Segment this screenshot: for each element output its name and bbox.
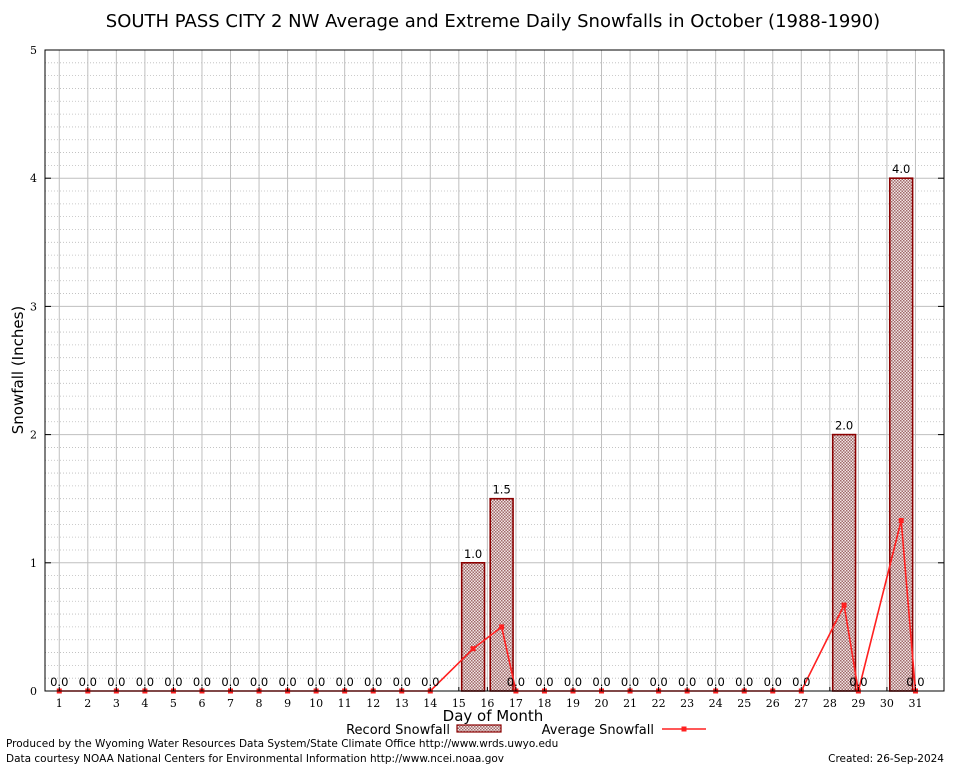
x-tick-label: 9 bbox=[284, 697, 291, 710]
x-tick-label: 7 bbox=[227, 697, 234, 710]
x-tick-label: 11 bbox=[338, 697, 352, 710]
x-tick-label: 18 bbox=[537, 697, 551, 710]
x-tick-label: 28 bbox=[823, 697, 837, 710]
record-value-label: 0.0 bbox=[250, 675, 268, 689]
y-tick-label: 4 bbox=[30, 172, 37, 185]
legend: Record Snowfall Average Snowfall bbox=[346, 723, 706, 738]
record-value-label: 0.0 bbox=[193, 675, 211, 689]
legend-record-label: Record Snowfall bbox=[346, 723, 450, 738]
x-tick-label: 2 bbox=[84, 697, 91, 710]
x-tick-label: 17 bbox=[509, 697, 523, 710]
x-tick-label: 12 bbox=[366, 697, 380, 710]
x-tick-label: 6 bbox=[198, 697, 205, 710]
x-tick-label: 31 bbox=[908, 697, 922, 710]
footer-produced-by: Produced by the Wyoming Water Resources … bbox=[6, 738, 558, 750]
y-axis-label: Snowfall (Inches) bbox=[9, 306, 27, 434]
x-tick-label: 1 bbox=[56, 697, 63, 710]
x-axis-label: Day of Month bbox=[443, 707, 544, 725]
y-tick-label: 5 bbox=[30, 44, 37, 57]
x-tick-label: 14 bbox=[423, 697, 437, 710]
record-value-label: 0.0 bbox=[592, 675, 610, 689]
x-tick-label: 30 bbox=[880, 697, 894, 710]
record-value-label: 0.0 bbox=[906, 675, 924, 689]
record-value-label: 0.0 bbox=[621, 675, 639, 689]
x-tick-label: 29 bbox=[851, 697, 865, 710]
record-value-label: 0.0 bbox=[678, 675, 696, 689]
average-point bbox=[470, 646, 476, 652]
x-tick-label: 5 bbox=[170, 697, 177, 710]
record-value-label: 1.5 bbox=[492, 483, 510, 497]
x-tick-label: 26 bbox=[766, 697, 780, 710]
record-value-label: 0.0 bbox=[278, 675, 296, 689]
record-value-label: 0.0 bbox=[307, 675, 325, 689]
record-value-label: 0.0 bbox=[164, 675, 182, 689]
x-tick-label: 20 bbox=[595, 697, 609, 710]
bars bbox=[460, 177, 914, 692]
record-value-label: 0.0 bbox=[221, 675, 239, 689]
x-tick-label: 10 bbox=[309, 697, 323, 710]
x-tick-label: 25 bbox=[737, 697, 751, 710]
record-value-label: 0.0 bbox=[849, 675, 867, 689]
x-tick-label: 24 bbox=[709, 697, 723, 710]
record-value-label: 0.0 bbox=[764, 675, 782, 689]
record-value-label: 0.0 bbox=[792, 675, 810, 689]
footer-created: Created: 26-Sep-2024 bbox=[828, 753, 944, 765]
average-point bbox=[898, 517, 904, 523]
x-tick-label: 19 bbox=[566, 697, 580, 710]
x-tick-label: 3 bbox=[113, 697, 120, 710]
record-value-label: 1.0 bbox=[464, 547, 482, 561]
record-value-label: 0.0 bbox=[393, 675, 411, 689]
average-point bbox=[841, 602, 847, 608]
x-tick-label: 21 bbox=[623, 697, 637, 710]
record-value-label: 0.0 bbox=[50, 675, 68, 689]
legend-average-marker bbox=[681, 726, 687, 732]
record-value-label: 0.0 bbox=[136, 675, 154, 689]
y-tick-label: 0 bbox=[30, 685, 37, 698]
record-value-label: 0.0 bbox=[421, 675, 439, 689]
average-point bbox=[499, 624, 505, 630]
y-tick-label: 2 bbox=[30, 429, 37, 442]
x-tick-label: 16 bbox=[480, 697, 494, 710]
record-value-label: 4.0 bbox=[892, 162, 910, 176]
data-labels: 0.0 0.0 0.0 0.0 0.0 0.0 0.0 0.0 0.0 0.0 0.0 0.0 0.0 0… bbox=[50, 162, 924, 689]
x-tick-label: 22 bbox=[652, 697, 666, 710]
x-tick-label: 8 bbox=[256, 697, 263, 710]
record-value-label: 0.0 bbox=[79, 675, 97, 689]
legend-record-swatch bbox=[456, 724, 502, 733]
x-axis-ticks: 1 2 3 4 5 6 7 8 9 10 11 12 13 14 15 16 17 18 19 20 21 22 23 24 2… bbox=[56, 687, 922, 710]
record-value-label: 0.0 bbox=[507, 675, 525, 689]
record-value-label: 0.0 bbox=[649, 675, 667, 689]
x-tick-label: 27 bbox=[794, 697, 808, 710]
x-tick-label: 23 bbox=[680, 697, 694, 710]
record-value-label: 0.0 bbox=[564, 675, 582, 689]
x-tick-label: 4 bbox=[141, 697, 148, 710]
x-tick-label: 13 bbox=[395, 697, 409, 710]
y-tick-label: 1 bbox=[30, 557, 37, 570]
record-bar bbox=[460, 561, 486, 692]
record-value-label: 2.0 bbox=[835, 419, 853, 433]
legend-average-label: Average Snowfall bbox=[542, 723, 654, 738]
record-value-label: 0.0 bbox=[364, 675, 382, 689]
y-axis-ticks: 0 1 2 3 4 5 bbox=[30, 44, 944, 698]
y-tick-label: 3 bbox=[30, 300, 37, 313]
footer-courtesy: Data courtesy NOAA National Centers for … bbox=[6, 753, 504, 765]
x-tick-label: 15 bbox=[452, 697, 466, 710]
record-value-label: 0.0 bbox=[107, 675, 125, 689]
chart-title: SOUTH PASS CITY 2 NW Average and Extreme… bbox=[106, 11, 880, 32]
record-value-label: 0.0 bbox=[336, 675, 354, 689]
record-value-label: 0.0 bbox=[535, 675, 553, 689]
plot-frame bbox=[44, 49, 945, 692]
record-value-label: 0.0 bbox=[707, 675, 725, 689]
record-value-label: 0.0 bbox=[735, 675, 753, 689]
